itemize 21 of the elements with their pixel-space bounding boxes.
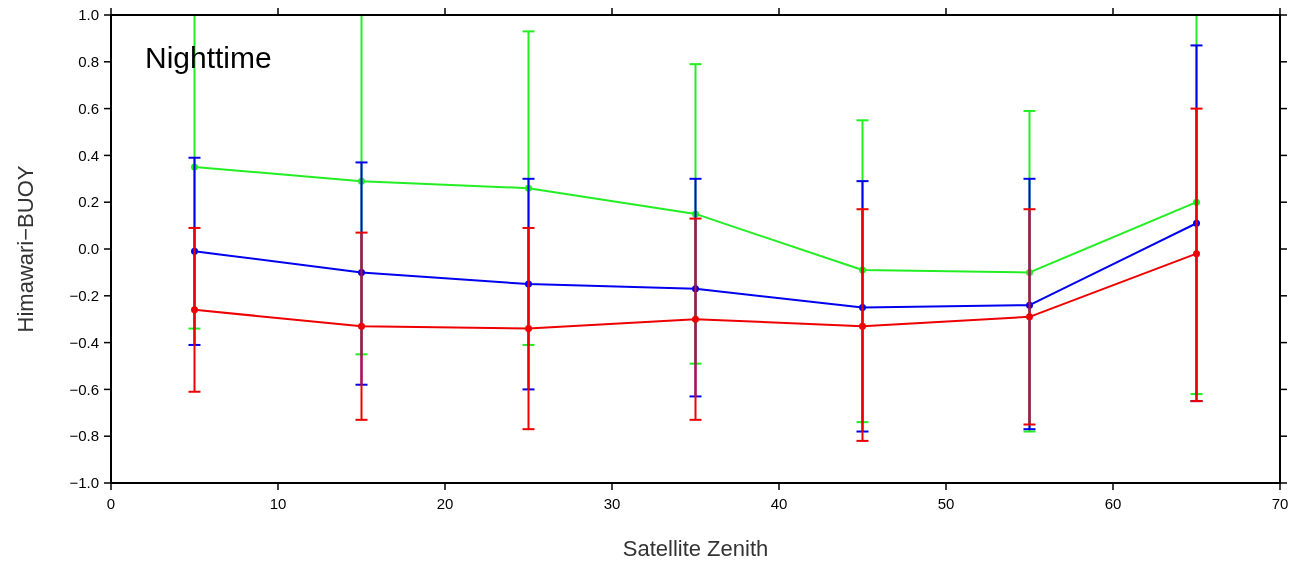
x-tick-label: 40: [770, 495, 788, 512]
y-tick-label: 0.0: [78, 240, 99, 258]
y-tick-label: 0.6: [78, 99, 99, 117]
y-tick-label: −0.8: [69, 427, 99, 445]
y-tick-label: −1.0: [69, 474, 99, 492]
y-axis-title: Himawari−BUOY: [13, 165, 38, 333]
x-tick-label: 50: [937, 495, 955, 512]
y-tick-label: −0.4: [69, 333, 99, 351]
x-tick-label: 30: [603, 495, 621, 512]
y-tick-label: 0.4: [78, 146, 99, 164]
y-tick-label: 0.2: [78, 193, 99, 211]
y-tick-label: −0.6: [69, 380, 99, 398]
x-axis-title: Satellite Zenith: [622, 536, 769, 561]
y-tick-label: −0.2: [69, 287, 99, 305]
x-tick-label: 70: [1271, 495, 1289, 512]
x-tick-label: 20: [436, 495, 454, 512]
x-tick-label: 60: [1104, 495, 1122, 512]
x-tick-label: 10: [269, 495, 287, 512]
y-tick-label: 0.8: [78, 53, 99, 71]
x-tick-label: 0: [106, 495, 116, 512]
y-tick-label: 1.0: [78, 6, 99, 24]
